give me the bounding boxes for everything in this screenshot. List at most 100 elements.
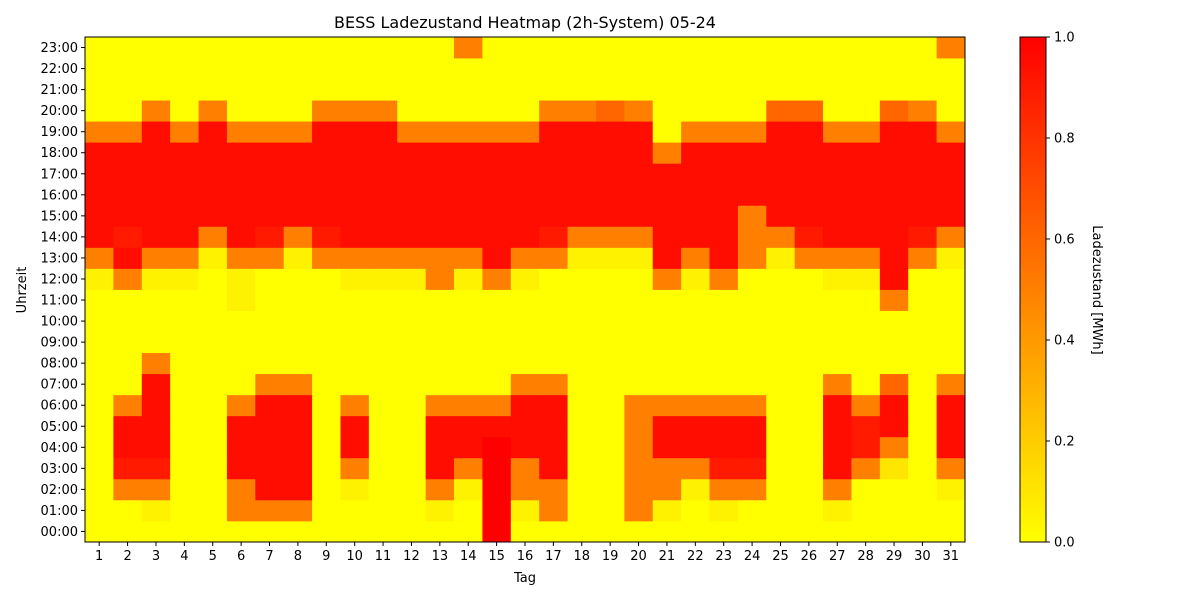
heatmap-cell (454, 331, 483, 354)
heatmap-cell (908, 436, 938, 459)
heatmap-cell (879, 415, 909, 438)
heatmap-cell (255, 205, 285, 227)
y-tick-label: 13:00 (41, 251, 78, 266)
heatmap-cell (595, 373, 625, 396)
heatmap-cell (879, 247, 909, 269)
y-tick-label: 16:00 (41, 188, 78, 203)
heatmap-cell (823, 394, 852, 417)
heatmap-cell (454, 58, 483, 80)
y-tick-label: 05:00 (41, 420, 78, 435)
heatmap-cell (539, 289, 568, 311)
heatmap-cell (652, 457, 682, 480)
x-tick-label: 17 (545, 549, 562, 564)
heatmap-cell (908, 457, 938, 480)
heatmap-cell (482, 121, 512, 143)
heatmap-cell (425, 247, 455, 269)
heatmap-cell (141, 331, 171, 354)
heatmap-cell (624, 289, 654, 311)
heatmap-cell (312, 226, 341, 248)
x-tick-label: 22 (687, 549, 704, 564)
heatmap-cell (709, 58, 739, 80)
heatmap-cell (283, 499, 313, 522)
heatmap-cell (681, 310, 710, 332)
heatmap-cell (454, 436, 483, 459)
heatmap-cell (652, 394, 682, 417)
heatmap-cell (652, 37, 682, 59)
heatmap-cell (198, 310, 228, 332)
heatmap-cell (766, 226, 796, 248)
heatmap-cell (851, 352, 881, 375)
heatmap-cell (794, 37, 824, 59)
heatmap-cell (624, 310, 654, 332)
heatmap-cell (141, 163, 171, 185)
heatmap-cell (737, 205, 767, 227)
heatmap-cell (454, 394, 483, 417)
heatmap-cell (879, 436, 909, 459)
heatmap-cell (539, 58, 568, 80)
heatmap-cell (510, 37, 540, 59)
heatmap-cell (85, 436, 114, 459)
heatmap-cell (851, 58, 881, 80)
heatmap-cell (283, 289, 313, 311)
heatmap-cell (198, 226, 228, 248)
colorbar-tick-label: 1.0 (1054, 31, 1075, 46)
heatmap-cell (851, 79, 881, 101)
heatmap-cell (283, 79, 313, 101)
heatmap-cell (113, 478, 143, 501)
heatmap-cell (567, 415, 597, 438)
heatmap-cell (340, 289, 370, 311)
heatmap-cell (794, 79, 824, 101)
heatmap-cell (397, 100, 427, 122)
heatmap-cell (312, 79, 341, 101)
heatmap-cell (255, 58, 285, 80)
heatmap-cell (510, 499, 540, 522)
heatmap-cell (198, 289, 228, 311)
heatmap-cell (681, 79, 710, 101)
heatmap-cell (681, 37, 710, 59)
heatmap-cell (595, 58, 625, 80)
heatmap-cell (737, 373, 767, 396)
heatmap-cell (652, 436, 682, 459)
y-tick-label: 07:00 (41, 378, 78, 393)
heatmap-cell (454, 268, 483, 290)
heatmap-cell (113, 499, 143, 522)
heatmap-cell (255, 499, 285, 522)
heatmap-cell (823, 226, 852, 248)
heatmap-cell (312, 373, 341, 396)
heatmap-cell (539, 121, 568, 143)
heatmap-cell (425, 226, 455, 248)
heatmap-cell (595, 100, 625, 122)
heatmap-cell (936, 520, 966, 543)
heatmap-cell (681, 394, 710, 417)
heatmap-cell (510, 457, 540, 480)
heatmap-cell (624, 37, 654, 59)
y-tick-label: 15:00 (41, 209, 78, 224)
heatmap-cell (283, 142, 313, 164)
heatmap-cell (170, 79, 199, 101)
heatmap-cell (425, 268, 455, 290)
heatmap-cell (709, 226, 739, 248)
x-tick-label: 14 (460, 549, 477, 564)
heatmap-cell (85, 226, 114, 248)
heatmap-cell (539, 373, 568, 396)
heatmap-cell (766, 163, 796, 185)
heatmap-cell (340, 331, 370, 354)
heatmap-cell (766, 37, 796, 59)
heatmap-cell (425, 331, 455, 354)
heatmap-cell (85, 247, 114, 269)
heatmap-cell (397, 184, 427, 206)
heatmap-cell (226, 205, 256, 227)
heatmap-cell (283, 268, 313, 290)
heatmap-cell (482, 247, 512, 269)
heatmap-cell (482, 37, 512, 59)
heatmap-cell (85, 331, 114, 354)
heatmap-cell (226, 373, 256, 396)
x-tick-label: 4 (180, 549, 188, 564)
heatmap-cell (85, 121, 114, 143)
heatmap-cell (226, 142, 256, 164)
heatmap-cell (908, 415, 938, 438)
heatmap-cell (908, 499, 938, 522)
y-tick-label: 00:00 (41, 525, 78, 540)
heatmap-cell (226, 58, 256, 80)
x-tick-label: 21 (659, 549, 676, 564)
